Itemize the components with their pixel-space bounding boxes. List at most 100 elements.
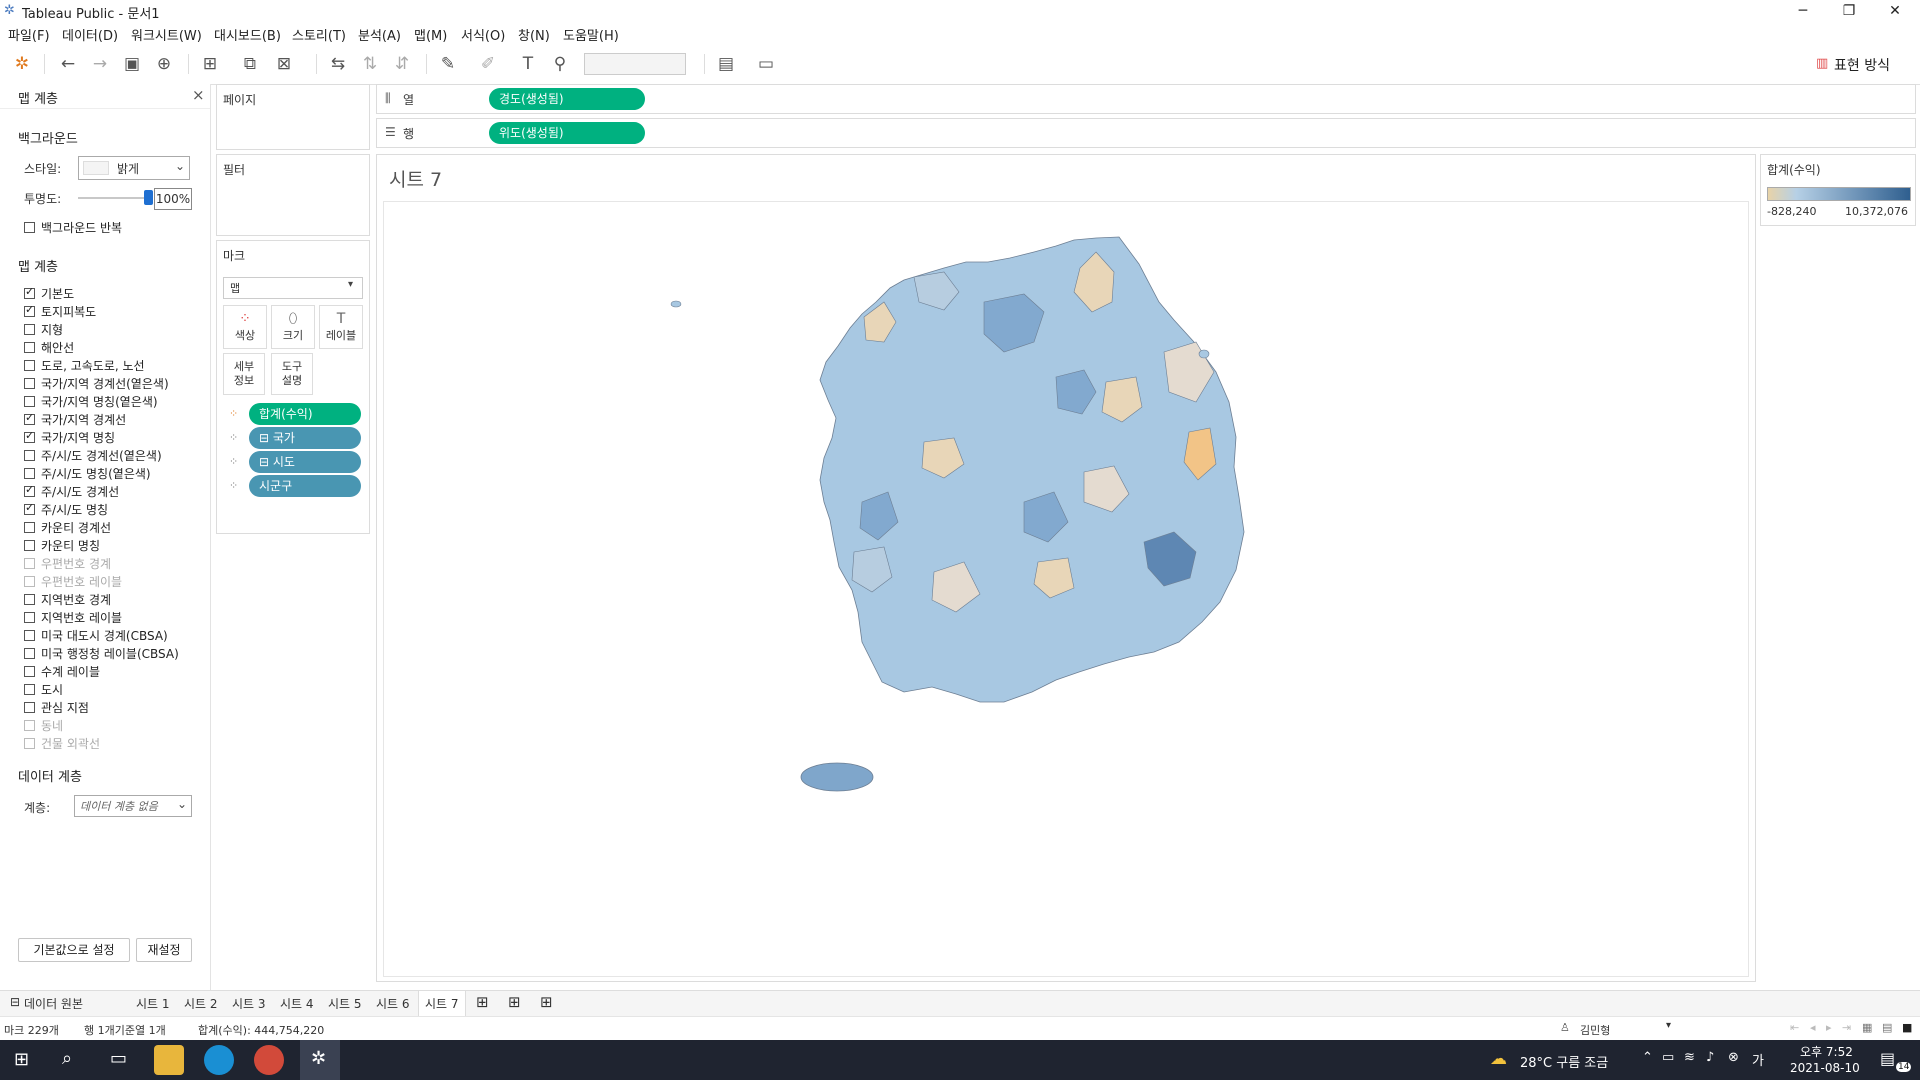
nav-next-icon[interactable]: ▸ [1826,1021,1832,1034]
battery-icon[interactable]: ▭ [1662,1050,1675,1065]
opacity-input[interactable]: 100% [154,188,192,210]
group-icon[interactable]: ✐ [480,54,496,74]
tab-sheet-7[interactable]: 시트 7 [418,991,466,1017]
tab-sheet-1[interactable]: 시트 1 [136,997,170,1011]
layer-checkbox-row[interactable]: 미국 대도시 경계(CBSA) [24,626,168,644]
tab-data-source[interactable]: 데이터 원본 [24,997,84,1011]
task-view-icon[interactable]: ▭ [110,1048,128,1069]
clear-sheet-icon[interactable]: ⊠ [276,54,292,74]
presentation-icon[interactable]: ▭ [757,54,775,74]
sort-ascending-icon[interactable]: ⇅ [362,54,378,74]
volume-icon[interactable]: ♪ [1706,1050,1715,1065]
size-button[interactable]: ⬯ 크기 [271,305,315,349]
layer-checkbox-row[interactable]: 미국 행정청 레이블(CBSA) [24,644,179,662]
save-icon[interactable]: ▣ [123,54,141,74]
sheet-title[interactable]: 시트 7 [389,169,443,191]
new-dashboard-icon[interactable]: ⊞ [508,993,521,1011]
minimize-button[interactable]: ─ [1798,3,1808,19]
new-worksheet-icon[interactable]: ⊞ [476,993,489,1011]
layer-checkbox-row[interactable]: 국가/지역 경계선(옅은색) [24,374,169,392]
layer-checkbox-row[interactable]: 지형 [24,320,63,338]
menu-worksheet[interactable]: 워크시트(W) [131,29,202,44]
opacity-slider-track[interactable] [78,197,148,199]
maximize-button[interactable]: ❐ [1842,3,1856,19]
district-region[interactable] [1143,531,1197,587]
show-cards-icon[interactable]: ▤ [717,54,735,74]
pin-icon[interactable]: ⚲ [553,54,567,74]
district-region[interactable] [1183,427,1217,481]
ulleung-island[interactable] [1198,349,1210,359]
highlight-icon[interactable]: ✎ [440,54,456,74]
wifi-icon[interactable]: ≋ [1684,1050,1695,1065]
rows-shelf[interactable]: ☰ 행 위도(생성됨) [376,118,1916,148]
search-icon[interactable]: ⌕ [62,1048,73,1069]
district-region[interactable] [983,293,1045,353]
columns-shelf[interactable]: ⫼ 열 경도(생성됨) [376,84,1916,114]
layer-checkbox-row[interactable]: 카운티 명칭 [24,536,100,554]
swap-icon[interactable]: ⇆ [330,54,346,74]
layer-checkbox-row[interactable]: 토지피복도 [24,302,96,320]
menu-file[interactable]: 파일(F) [8,29,50,44]
layer-checkbox-row[interactable]: 관심 지점 [24,698,89,716]
layer-checkbox-row[interactable]: 지역번호 경계 [24,590,111,608]
color-legend[interactable]: 합계(수익) -828,240 10,372,076 [1760,154,1916,226]
district-region[interactable] [913,271,960,311]
tab-sheet-4[interactable]: 시트 4 [280,997,314,1011]
menu-format[interactable]: 서식(O) [461,29,506,44]
field-pill-province[interactable]: ⊟ 시도 [249,451,361,473]
district-region[interactable] [851,546,893,593]
set-default-button[interactable]: 기본값으로 설정 [18,938,130,962]
tooltip-button[interactable]: 도구 설명 [271,353,313,395]
tray-chevron-icon[interactable]: ⌃ [1642,1050,1653,1065]
district-region[interactable] [1055,369,1097,415]
nav-first-icon[interactable]: ⇤ [1790,1021,1800,1034]
menu-help[interactable]: 도움말(H) [563,29,619,44]
district-region[interactable] [931,561,981,613]
new-worksheet-icon[interactable]: ⊞ [202,54,218,74]
menu-map[interactable]: 맵(M) [414,29,448,44]
reset-button[interactable]: 재설정 [136,938,192,962]
pages-card[interactable]: 페이지 [216,84,370,150]
layer-checkbox-row[interactable]: 수계 레이블 [24,662,100,680]
tab-sheet-5[interactable]: 시트 5 [328,997,362,1011]
rows-pill[interactable]: 위도(생성됨) [489,122,645,144]
menu-dashboard[interactable]: 대시보드(B) [214,29,281,44]
opacity-slider-thumb[interactable] [144,190,153,205]
district-region[interactable] [921,437,965,479]
filters-card[interactable]: 필터 [216,154,370,236]
columns-pill[interactable]: 경도(생성됨) [489,88,645,110]
district-region[interactable] [859,491,899,541]
mark-type-select[interactable]: 맵 ▾ [223,277,363,299]
background-repeat-checkbox[interactable]: 백그라운드 반복 [24,218,122,236]
district-region[interactable] [1083,465,1130,513]
nav-prev-icon[interactable]: ◂ [1810,1021,1816,1034]
tableau-home-icon[interactable]: ✲ [14,54,30,74]
field-pill-country[interactable]: ⊟ 국가 [249,427,361,449]
menu-window[interactable]: 창(N) [518,29,550,44]
weather-text[interactable]: 28°C 구름 조금 [1520,1056,1609,1071]
text-label-icon[interactable]: T [522,54,534,74]
layer-checkbox-row[interactable]: 지역번호 레이블 [24,608,122,626]
jeju-island[interactable] [800,762,874,792]
nav-last-icon[interactable]: ⇥ [1842,1021,1852,1034]
map-area[interactable] [383,201,1749,977]
district-region[interactable] [863,301,897,343]
korea-map[interactable] [384,202,1748,976]
duplicate-sheet-icon[interactable]: ⧉ [243,54,257,74]
focus-icon[interactable]: ⊗ [1728,1050,1739,1065]
tab-sheet-3[interactable]: 시트 3 [232,997,266,1011]
label-button[interactable]: T 레이블 [319,305,363,349]
data-layer-select[interactable]: 데이터 계층 없음 ⌄ [74,795,192,817]
new-story-icon[interactable]: ⊞ [540,993,553,1011]
chrome-icon[interactable] [254,1045,284,1075]
close-panel-icon[interactable]: × [192,86,205,104]
sort-descending-icon[interactable]: ⇵ [394,54,410,74]
district-region[interactable] [1033,557,1075,599]
windows-start-icon[interactable]: ⊞ [14,1049,30,1070]
close-button[interactable]: ✕ [1889,3,1901,19]
clock-time[interactable]: 오후 7:52 [1800,1045,1853,1059]
new-datasource-icon[interactable]: ⊕ [156,54,172,74]
district-region[interactable] [1023,491,1069,543]
tableau-taskbar-icon[interactable]: ✲ [300,1040,340,1080]
layer-checkbox-row[interactable]: 주/시/도 명칭 [24,500,108,518]
